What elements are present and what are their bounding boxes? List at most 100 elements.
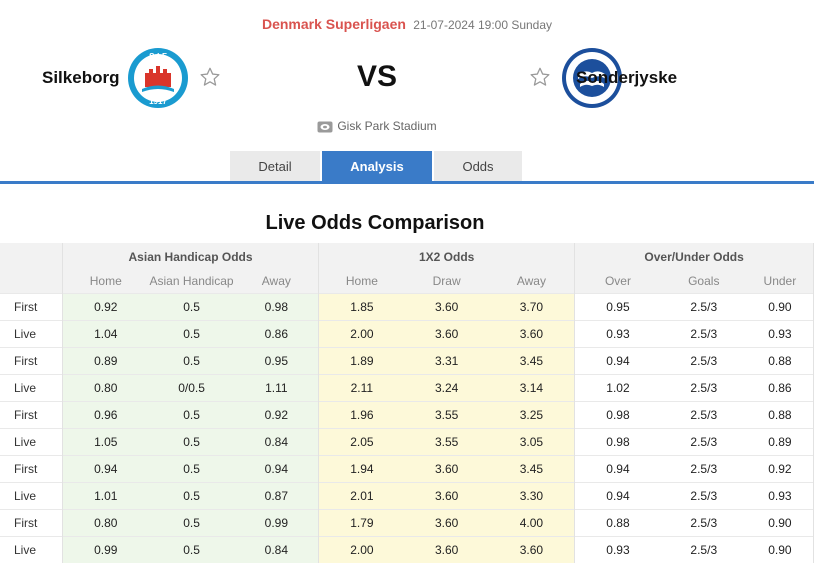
cell-ah-away: 0.99 (234, 508, 319, 536)
cell-ah-handicap: 0.5 (148, 400, 235, 428)
tab-analysis[interactable]: Analysis (322, 151, 432, 182)
cell-1x2-home: 2.01 (318, 481, 405, 509)
away-team-name[interactable]: Sonderjyske (576, 68, 678, 87)
cell-ou-under: 0.89 (746, 427, 814, 455)
cell-ah-handicap: 0.5 (148, 292, 235, 320)
cell-ou-over: 0.98 (574, 400, 661, 428)
odds-row: Live 0.99 0.5 0.84 2.00 3.60 3.60 0.93 2.5/3 0.90 (0, 535, 814, 563)
cell-ou-under: 0.86 (746, 373, 814, 401)
cell-ah-away: 0.94 (234, 454, 319, 482)
row-label: Live (0, 427, 63, 455)
favorite-star-icon-away[interactable] (529, 66, 551, 88)
cell-ou-under: 0.90 (746, 292, 814, 320)
group-1x2: 1X2 Odds (318, 243, 575, 270)
cell-ah-away: 0.87 (234, 481, 319, 509)
cell-ou-over: 0.94 (574, 346, 661, 374)
odds-row: Live 1.05 0.5 0.84 2.05 3.55 3.05 0.98 2.5/3 0.89 (0, 427, 814, 455)
odds-row: Live 1.01 0.5 0.87 2.01 3.60 3.30 0.94 2.5/3 0.93 (0, 481, 814, 509)
cell-ah-away: 1.11 (234, 373, 319, 401)
silkeborg-crest-icon[interactable]: S·I·F 1917 (127, 47, 189, 109)
subheader-1x2-home: Home (318, 270, 405, 293)
cell-1x2-home: 1.85 (318, 292, 405, 320)
stadium-name: Gisk Park Stadium (337, 119, 437, 133)
cell-1x2-draw: 3.55 (404, 427, 489, 455)
cell-ah-away: 0.84 (234, 535, 319, 563)
stadium-line: Gisk Park Stadium (0, 119, 754, 133)
row-label: First (0, 508, 63, 536)
odds-comparison-table: Asian Handicap Odds 1X2 Odds Over/Under … (0, 243, 814, 563)
cell-1x2-draw: 3.55 (404, 400, 489, 428)
odds-row: First 0.80 0.5 0.99 1.79 3.60 4.00 0.88 2.5/3 0.9… (0, 508, 814, 536)
cell-ah-handicap: 0.5 (148, 427, 235, 455)
cell-ah-home: 0.96 (61, 400, 149, 428)
vs-label: VS (356, 60, 398, 93)
cell-ou-under: 0.88 (746, 346, 814, 374)
cell-ah-away: 0.86 (234, 319, 319, 347)
cell-ou-over: 0.98 (574, 427, 661, 455)
cell-ou-goals: 2.5/3 (660, 535, 747, 563)
cell-1x2-home: 1.79 (318, 508, 405, 536)
cell-ou-over: 1.02 (574, 373, 661, 401)
odds-table-body: First 0.92 0.5 0.98 1.85 3.60 3.70 0.95 2.5/3 0.9… (0, 292, 814, 563)
cell-ah-handicap: 0.5 (148, 508, 235, 536)
row-label: Live (0, 319, 63, 347)
cell-1x2-draw: 3.60 (404, 454, 489, 482)
cell-ou-goals: 2.5/3 (660, 481, 747, 509)
cell-ah-away: 0.95 (234, 346, 319, 374)
cell-ah-home: 0.89 (61, 346, 149, 374)
home-logo-letters: S·I·F (149, 52, 167, 61)
stadium-icon (317, 121, 333, 133)
cell-ou-under: 0.92 (746, 454, 814, 482)
cell-1x2-away: 3.05 (488, 427, 575, 455)
section-title: Live Odds Comparison (265, 212, 485, 234)
cell-1x2-home: 2.00 (318, 319, 405, 347)
cell-ou-under: 0.90 (746, 508, 814, 536)
cell-ah-home: 0.99 (61, 535, 149, 563)
cell-1x2-draw: 3.60 (404, 508, 489, 536)
odds-row: First 0.89 0.5 0.95 1.89 3.31 3.45 0.94 2.5/3 0.8… (0, 346, 814, 374)
odds-row: First 0.94 0.5 0.94 1.94 3.60 3.45 0.94 2.5/3 0.9… (0, 454, 814, 482)
row-label: Live (0, 373, 63, 401)
cell-1x2-home: 1.94 (318, 454, 405, 482)
row-label: First (0, 400, 63, 428)
cell-1x2-home: 1.89 (318, 346, 405, 374)
home-team-name[interactable]: Silkeborg (42, 68, 120, 87)
league-name[interactable]: Denmark Superligaen (261, 16, 406, 32)
odds-row: Live 1.04 0.5 0.86 2.00 3.60 3.60 0.93 2.5/3 0.93 (0, 319, 814, 347)
sonderjyske-crest-icon[interactable] (561, 47, 623, 109)
subheader-1x2-away: Away (488, 270, 575, 293)
cell-ou-over: 0.95 (574, 292, 661, 320)
cell-1x2-away: 3.60 (488, 319, 575, 347)
cell-ou-under: 0.90 (746, 535, 814, 563)
subheader-1x2-draw: Draw (404, 270, 489, 293)
subheader-ou-over: Over (574, 270, 661, 293)
tab-odds[interactable]: Odds (434, 151, 522, 182)
cell-1x2-home: 2.05 (318, 427, 405, 455)
cell-ou-goals: 2.5/3 (660, 508, 747, 536)
cell-ou-goals: 2.5/3 (660, 427, 747, 455)
match-tabs: Detail Analysis Odds (230, 151, 524, 182)
cell-ah-away: 0.84 (234, 427, 319, 455)
odds-row: Live 0.80 0/0.5 1.11 2.11 3.24 3.14 1.02 2.5/3 0.… (0, 373, 814, 401)
cell-ah-home: 1.05 (61, 427, 149, 455)
cell-ah-home: 1.04 (61, 319, 149, 347)
cell-ah-handicap: 0.5 (148, 535, 235, 563)
tab-detail[interactable]: Detail (230, 151, 320, 182)
cell-1x2-draw: 3.60 (404, 535, 489, 563)
subheader-ou-goals: Goals (660, 270, 747, 293)
row-label: First (0, 454, 63, 482)
cell-1x2-draw: 3.60 (404, 319, 489, 347)
cell-1x2-away: 3.45 (488, 346, 575, 374)
cell-ou-goals: 2.5/3 (660, 346, 747, 374)
home-logo-year: 1917 (149, 97, 167, 106)
cell-ah-handicap: 0.5 (148, 481, 235, 509)
cell-ah-away: 0.98 (234, 292, 319, 320)
cell-1x2-away: 3.60 (488, 535, 575, 563)
cell-ou-over: 0.94 (574, 454, 661, 482)
cell-ou-goals: 2.5/3 (660, 373, 747, 401)
cell-ou-over: 0.94 (574, 481, 661, 509)
row-label: First (0, 346, 63, 374)
favorite-star-icon-home[interactable] (199, 66, 221, 88)
cell-1x2-draw: 3.31 (404, 346, 489, 374)
cell-ah-home: 0.92 (61, 292, 149, 320)
